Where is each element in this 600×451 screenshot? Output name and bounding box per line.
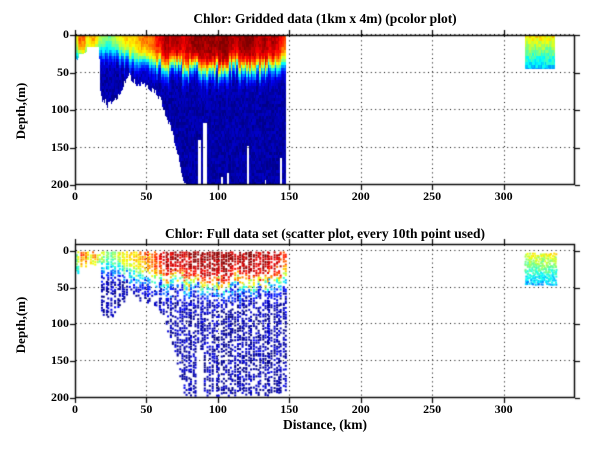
tick-label: 50 xyxy=(57,279,69,294)
tick-label: 250 xyxy=(423,402,442,416)
tick-label: 0 xyxy=(72,189,78,203)
scatter-plot-title: Chlor: Full data set (scatter plot, ever… xyxy=(165,226,485,241)
tick-label: 150 xyxy=(51,353,69,368)
scatter-x-axis-label: Distance, (km) xyxy=(283,417,367,432)
tick-label: 200 xyxy=(351,402,370,416)
tick-label: 50 xyxy=(57,64,69,79)
tick-label: 50 xyxy=(140,402,153,416)
tick-label: 200 xyxy=(351,189,370,203)
tick-label: 100 xyxy=(51,102,69,116)
tick-label: 0 xyxy=(63,243,69,257)
tick-label: 100 xyxy=(208,402,227,416)
tick-label: 150 xyxy=(280,189,299,203)
tick-label: 200 xyxy=(51,389,69,404)
tick-label: 200 xyxy=(51,177,69,191)
tick-label: 50 xyxy=(140,189,153,203)
tick-label: 100 xyxy=(208,189,227,203)
tick-label: 300 xyxy=(494,189,513,203)
tick-label: 300 xyxy=(494,402,513,416)
pcolor-plot-title: Chlor: Gridded data (1km x 4m) (pcolor p… xyxy=(193,11,457,26)
tick-label: 250 xyxy=(423,189,442,203)
tick-label: 0 xyxy=(72,402,78,416)
tick-label: 150 xyxy=(280,402,299,416)
tick-label: 0 xyxy=(63,27,69,41)
tick-label: 150 xyxy=(51,139,69,154)
tick-label: 100 xyxy=(51,316,69,331)
